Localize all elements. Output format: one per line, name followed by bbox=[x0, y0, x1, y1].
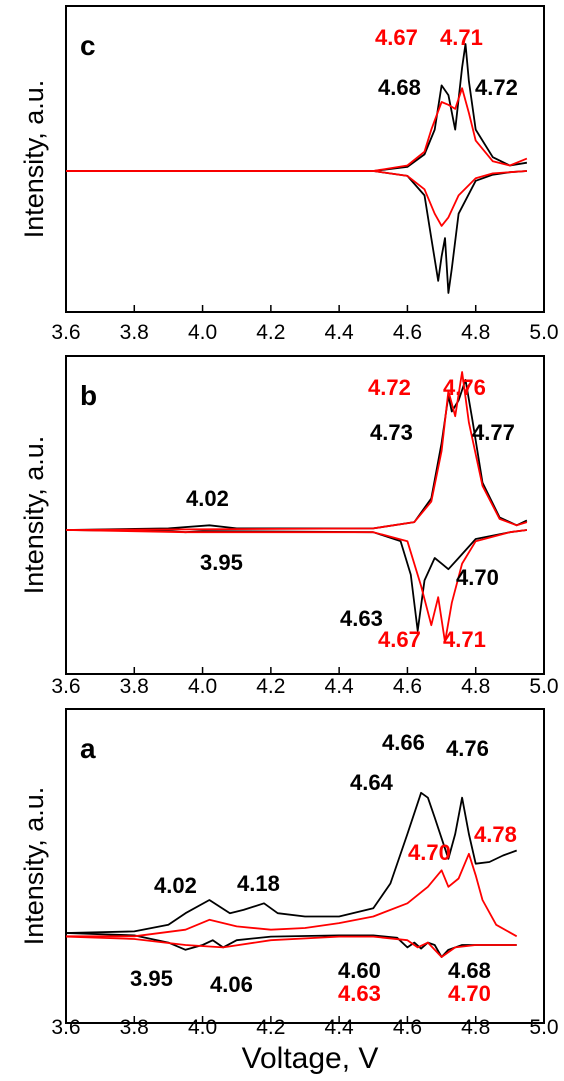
panel-a-label: a bbox=[80, 733, 96, 764]
panel-b-xtick-label-5: 4.6 bbox=[393, 675, 422, 698]
panel-b-ylabel: Intensity, a.u. bbox=[19, 436, 49, 595]
panel-c-series-1-lower bbox=[66, 170, 527, 294]
panel-b-ticks: 3.6 3.8 4.0 4.2 4.4 4.6 4.8 5.0 bbox=[51, 667, 559, 698]
annotation-a-3-95: 3.95 bbox=[130, 966, 173, 991]
annotation-c-4-67: 4.67 bbox=[375, 25, 418, 50]
panel-c-xtick-label-5: 4.6 bbox=[393, 321, 422, 344]
annotation-a-4-76: 4.76 bbox=[446, 736, 489, 761]
annotation-a-4-70-red: 4.70 bbox=[408, 840, 451, 865]
annotation-b-4-02: 4.02 bbox=[186, 486, 229, 511]
panel-a-xtick-label-5: 4.6 bbox=[393, 1016, 422, 1039]
panel-c-xtick-label-3: 4.2 bbox=[256, 321, 285, 344]
panel-c-xtick-label-7: 5.0 bbox=[529, 321, 558, 344]
panel-a-frame bbox=[65, 708, 545, 1024]
panel-b-frame bbox=[65, 355, 545, 675]
panel-b-xtick-label-0: 3.6 bbox=[51, 675, 80, 698]
panel-c-xtick-label-2: 4.0 bbox=[188, 321, 217, 344]
annotation-c-4-71: 4.71 bbox=[440, 25, 483, 50]
panel-b-plot bbox=[65, 371, 528, 643]
panel-b-xtick-label-4: 4.4 bbox=[325, 675, 355, 698]
annotation-b-4-63: 4.63 bbox=[340, 606, 383, 631]
panel-c-series-2-upper bbox=[66, 87, 528, 172]
panel-c-label: c bbox=[80, 30, 96, 61]
panel-a-xtick-label-4: 4.4 bbox=[325, 1016, 355, 1039]
annotation-b-4-77: 4.77 bbox=[472, 420, 515, 445]
panel-a-xtick-label-6: 4.8 bbox=[461, 1016, 490, 1039]
panel-a: a Intensity, a.u. 3.6 3.8 4.0 4.2 4.4 4.6 4.8 5… bbox=[19, 708, 559, 1039]
annotation-a-4-60: 4.60 bbox=[338, 958, 381, 983]
panel-b-xtick-label-6: 4.8 bbox=[461, 675, 490, 698]
panel-a-xtick-label-1: 3.8 bbox=[120, 1016, 149, 1039]
panel-b-series-2-upper bbox=[65, 371, 528, 531]
annotation-b-4-73: 4.73 bbox=[370, 420, 413, 445]
panel-a-xtick-label-2: 4.0 bbox=[188, 1016, 217, 1039]
panel-b-series-3-lower bbox=[65, 529, 528, 643]
panel-b-xtick-label-1: 3.8 bbox=[120, 675, 149, 698]
x-axis-label: Voltage, V bbox=[242, 1042, 379, 1075]
panel-a-xtick-label-7: 5.0 bbox=[529, 1016, 558, 1039]
panel-b-xtick-label-7: 5.0 bbox=[529, 675, 558, 698]
panel-a-xtick-label-3: 4.2 bbox=[256, 1016, 285, 1039]
panel-c-xtick-label-6: 4.8 bbox=[461, 321, 490, 344]
annotation-b-3-95: 3.95 bbox=[200, 550, 243, 575]
panel-c-frame bbox=[65, 5, 545, 313]
panel-c-xtick-label-0: 3.6 bbox=[51, 321, 80, 344]
panel-a-series-2-upper bbox=[66, 852, 518, 938]
panel-c-ylabel: Intensity, a.u. bbox=[19, 80, 49, 239]
panel-c: c Intensity, a.u. 3.6 3.8 4.0 4.2 4.4 4.6 4.8 5… bbox=[19, 5, 559, 344]
panel-b-label: b bbox=[80, 380, 97, 411]
annotation-c-4-72: 4.72 bbox=[475, 75, 518, 100]
panel-a-series-1-lower bbox=[65, 932, 517, 958]
panel-a-plot bbox=[65, 791, 518, 958]
panel-a-series-3-lower bbox=[65, 935, 517, 958]
panel-a-ylabel: Intensity, a.u. bbox=[19, 787, 49, 946]
annotation-a-4-68: 4.68 bbox=[448, 958, 491, 983]
panel-c-series-0-upper bbox=[66, 43, 528, 172]
annotation-b-4-76-red: 4.76 bbox=[443, 375, 486, 400]
annotation-a-4-02: 4.02 bbox=[154, 873, 197, 898]
annotation-b-4-71-red: 4.71 bbox=[443, 627, 486, 652]
annotation-a-4-66: 4.66 bbox=[382, 730, 425, 755]
panel-b-xtick-label-3: 4.2 bbox=[256, 675, 285, 698]
panel-c-series-3-lower bbox=[66, 170, 527, 227]
annotation-c-4-68: 4.68 bbox=[378, 75, 421, 100]
panel-a-series-0-upper bbox=[65, 791, 518, 934]
panel-a-xtick-label-0: 3.6 bbox=[51, 1016, 80, 1039]
annotation-a-4-70-red-low: 4.70 bbox=[448, 981, 491, 1006]
panel-c-plot bbox=[66, 43, 528, 294]
annotation-b-4-72-red: 4.72 bbox=[368, 375, 411, 400]
panel-c-xtick-label-1: 3.8 bbox=[120, 321, 149, 344]
annotation-a-4-64: 4.64 bbox=[350, 770, 394, 795]
annotation-b-4-70: 4.70 bbox=[456, 565, 499, 590]
panel-c-ticks: 3.6 3.8 4.0 4.2 4.4 4.6 4.8 5.0 bbox=[51, 305, 559, 344]
panel-c-xtick-label-4: 4.4 bbox=[325, 321, 355, 344]
annotation-a-4-18: 4.18 bbox=[237, 871, 280, 896]
annotation-b-4-67-red: 4.67 bbox=[378, 627, 421, 652]
annotation-a-4-06: 4.06 bbox=[210, 972, 253, 997]
annotation-a-4-78-red: 4.78 bbox=[474, 822, 517, 847]
panel-b-xtick-label-2: 4.0 bbox=[188, 675, 217, 698]
panel-a-ticks: 3.6 3.8 4.0 4.2 4.4 4.6 4.8 5.0 bbox=[51, 1016, 559, 1039]
annotation-a-4-63-red: 4.63 bbox=[338, 981, 381, 1006]
panel-b: b Intensity, a.u. 3.6 3.8 4.0 4.2 4.4 4.6 4.8 5… bbox=[19, 355, 559, 698]
